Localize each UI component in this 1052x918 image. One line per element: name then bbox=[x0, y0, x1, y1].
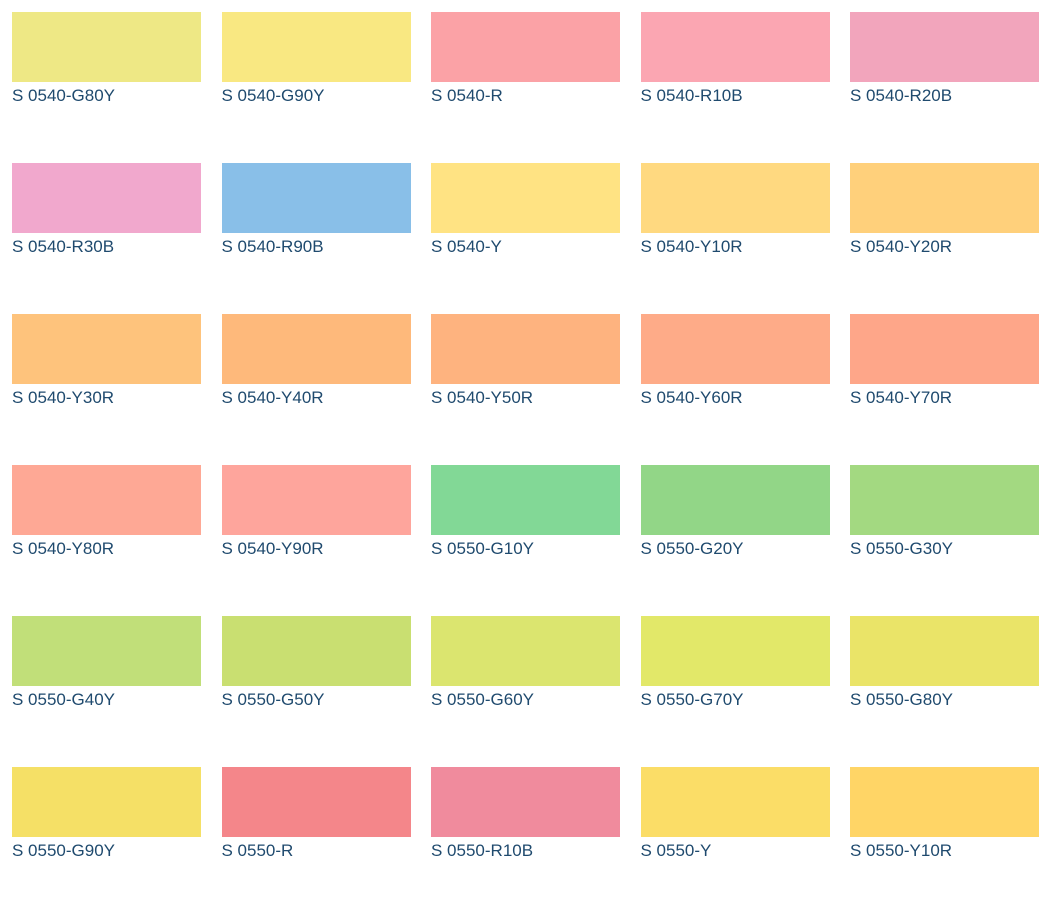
color-chip[interactable] bbox=[221, 767, 411, 837]
swatch-card[interactable]: S 0550-G60Y bbox=[431, 616, 620, 767]
swatch-code-label[interactable]: S 0550-G90Y bbox=[12, 841, 116, 860]
color-chip[interactable] bbox=[640, 767, 830, 837]
swatch-code-label[interactable]: S 0540-G90Y bbox=[221, 86, 325, 105]
swatch-card[interactable]: S 0540-Y80R bbox=[12, 465, 201, 616]
color-chip[interactable] bbox=[431, 12, 620, 82]
color-chip[interactable] bbox=[12, 314, 201, 384]
swatch-card[interactable]: S 0540-Y10R bbox=[640, 163, 830, 314]
swatch-card[interactable]: S 0540-Y20R bbox=[850, 163, 1039, 314]
color-chip[interactable] bbox=[12, 12, 201, 82]
swatch-code-label[interactable]: S 0550-Y10R bbox=[850, 841, 953, 860]
swatch-card[interactable]: S 0540-Y50R bbox=[431, 314, 620, 465]
swatch-code-label[interactable]: S 0540-Y10R bbox=[640, 237, 743, 256]
swatch-code-label[interactable]: S 0540-R20B bbox=[850, 86, 953, 105]
swatch-code-label[interactable]: S 0550-G10Y bbox=[431, 539, 535, 558]
color-chip[interactable] bbox=[221, 314, 411, 384]
color-chip[interactable] bbox=[640, 314, 830, 384]
color-chip[interactable] bbox=[431, 767, 620, 837]
color-chip[interactable] bbox=[850, 163, 1039, 233]
swatch-code-label[interactable]: S 0550-Y bbox=[640, 841, 712, 860]
swatch-code-label[interactable]: S 0550-R bbox=[221, 841, 294, 860]
swatch-code-label[interactable]: S 0550-G50Y bbox=[221, 690, 325, 709]
swatch-card[interactable]: S 0550-G90Y bbox=[12, 767, 201, 918]
swatch-code-label[interactable]: S 0540-R10B bbox=[640, 86, 743, 105]
swatch-code-label[interactable]: S 0540-Y bbox=[431, 237, 502, 256]
color-chip[interactable] bbox=[431, 465, 620, 535]
color-chip[interactable] bbox=[221, 12, 411, 82]
swatch-card[interactable]: S 0540-Y40R bbox=[221, 314, 411, 465]
swatch-code-label[interactable]: S 0540-Y30R bbox=[12, 388, 115, 407]
swatch-card[interactable]: S 0550-G80Y bbox=[850, 616, 1039, 767]
swatch-card[interactable]: S 0540-Y70R bbox=[850, 314, 1039, 465]
color-chip[interactable] bbox=[221, 163, 411, 233]
color-chip[interactable] bbox=[221, 465, 411, 535]
swatch-code-label[interactable]: S 0540-R30B bbox=[12, 237, 115, 256]
swatch-code-label[interactable]: S 0550-G60Y bbox=[431, 690, 535, 709]
swatch-code-label[interactable]: S 0540-Y80R bbox=[12, 539, 115, 558]
color-chip[interactable] bbox=[640, 163, 830, 233]
swatch-card[interactable]: S 0550-G50Y bbox=[221, 616, 411, 767]
swatch-card[interactable]: S 0540-Y bbox=[431, 163, 620, 314]
swatch-card[interactable]: S 0550-Y10R bbox=[850, 767, 1039, 918]
swatch-code-label[interactable]: S 0540-Y20R bbox=[850, 237, 953, 256]
swatch-card[interactable]: S 0540-R10B bbox=[640, 12, 830, 163]
swatch-card[interactable]: S 0540-R30B bbox=[12, 163, 201, 314]
swatch-card[interactable]: S 0540-G90Y bbox=[221, 12, 411, 163]
swatch-card[interactable]: S 0540-R bbox=[431, 12, 620, 163]
swatch-code-label[interactable]: S 0540-Y50R bbox=[431, 388, 534, 407]
swatch-code-label[interactable]: S 0550-G70Y bbox=[640, 690, 744, 709]
swatch-card[interactable]: S 0550-G10Y bbox=[431, 465, 620, 616]
swatch-code-label[interactable]: S 0540-G80Y bbox=[12, 86, 116, 105]
color-chip[interactable] bbox=[640, 465, 830, 535]
swatch-code-label[interactable]: S 0550-R10B bbox=[431, 841, 534, 860]
color-chip[interactable] bbox=[221, 616, 411, 686]
color-chip[interactable] bbox=[850, 12, 1039, 82]
swatch-card[interactable]: S 0540-R20B bbox=[850, 12, 1039, 163]
color-chip[interactable] bbox=[850, 616, 1039, 686]
swatch-card[interactable]: S 0550-G30Y bbox=[850, 465, 1039, 616]
swatch-code-label[interactable]: S 0540-Y40R bbox=[221, 388, 324, 407]
swatch-code-label[interactable]: S 0550-G20Y bbox=[640, 539, 744, 558]
swatch-code-label[interactable]: S 0540-Y70R bbox=[850, 388, 953, 407]
color-chip[interactable] bbox=[640, 616, 830, 686]
swatch-code-label[interactable]: S 0540-Y60R bbox=[640, 388, 743, 407]
color-chip[interactable] bbox=[640, 12, 830, 82]
color-swatch-grid: S 0540-G80Y S 0540-G90Y S 0540-R S 0540-… bbox=[12, 12, 1039, 918]
swatch-code-label[interactable]: S 0540-Y90R bbox=[221, 539, 324, 558]
color-chip[interactable] bbox=[850, 465, 1039, 535]
color-chip[interactable] bbox=[12, 163, 201, 233]
swatch-card[interactable]: S 0550-R bbox=[221, 767, 411, 918]
swatch-card[interactable]: S 0550-G40Y bbox=[12, 616, 201, 767]
color-chip[interactable] bbox=[12, 616, 201, 686]
swatch-card[interactable]: S 0550-G20Y bbox=[640, 465, 830, 616]
color-chip[interactable] bbox=[431, 163, 620, 233]
swatch-card[interactable]: S 0540-Y60R bbox=[640, 314, 830, 465]
swatch-code-label[interactable]: S 0550-G40Y bbox=[12, 690, 116, 709]
swatch-code-label[interactable]: S 0550-G80Y bbox=[850, 690, 954, 709]
swatch-card[interactable]: S 0540-Y90R bbox=[221, 465, 411, 616]
swatch-card[interactable]: S 0550-R10B bbox=[431, 767, 620, 918]
color-chip[interactable] bbox=[850, 314, 1039, 384]
color-chip[interactable] bbox=[850, 767, 1039, 837]
swatch-code-label[interactable]: S 0540-R bbox=[431, 86, 503, 105]
swatch-card[interactable]: S 0540-R90B bbox=[221, 163, 411, 314]
color-chip[interactable] bbox=[12, 767, 201, 837]
swatch-card[interactable]: S 0550-G70Y bbox=[640, 616, 830, 767]
swatch-code-label[interactable]: S 0540-R90B bbox=[221, 237, 324, 256]
color-chip[interactable] bbox=[12, 465, 201, 535]
swatch-code-label[interactable]: S 0550-G30Y bbox=[850, 539, 954, 558]
color-chip[interactable] bbox=[431, 314, 620, 384]
swatch-card[interactable]: S 0550-Y bbox=[640, 767, 830, 918]
swatch-card[interactable]: S 0540-Y30R bbox=[12, 314, 201, 465]
color-chip[interactable] bbox=[431, 616, 620, 686]
swatch-card[interactable]: S 0540-G80Y bbox=[12, 12, 201, 163]
